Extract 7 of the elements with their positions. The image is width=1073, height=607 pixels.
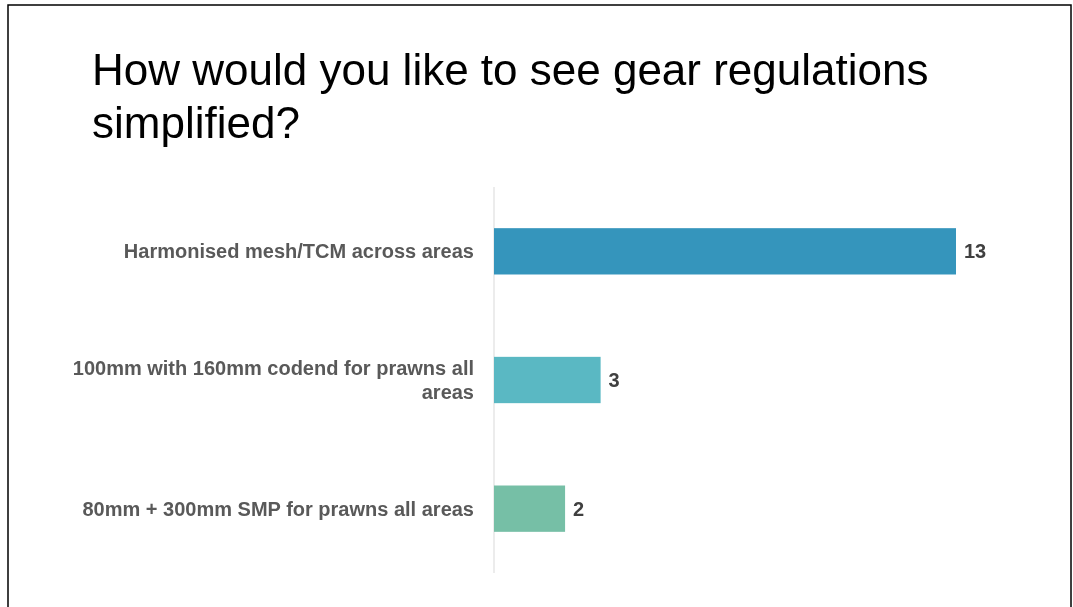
y-tick-label: Harmonised mesh/TCM across areas — [123, 240, 474, 263]
data-label: 13 — [964, 240, 987, 263]
chart-title: How would you like to see gear regulations simplified? — [92, 45, 929, 147]
data-label: 3 — [608, 369, 620, 391]
y-tick-label: 80mm + 300mm SMP for prawns all areas — [82, 497, 474, 520]
y-tick-label: 100mm with 160mm codend for prawns all areas — [72, 357, 474, 403]
data-label: 2 — [573, 497, 585, 520]
